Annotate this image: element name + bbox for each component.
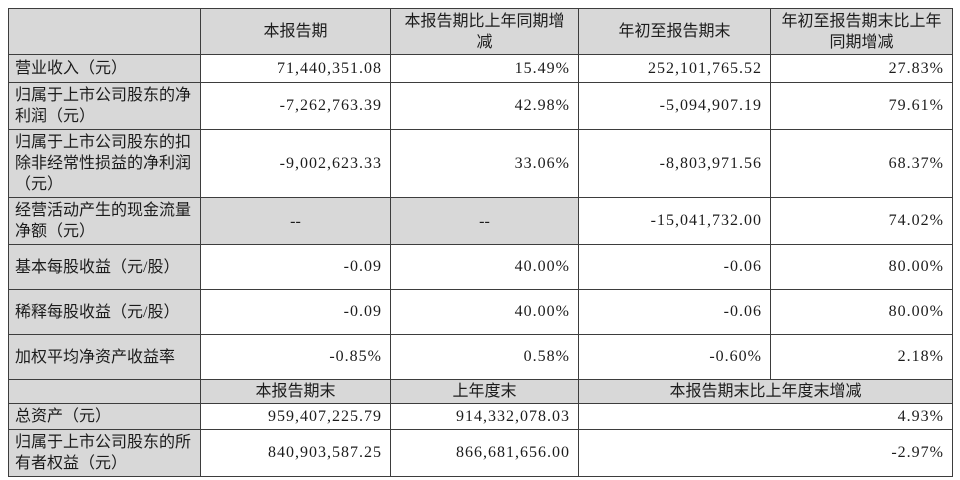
cell-value: 80.00% [770, 289, 953, 335]
cell-value: -2.97% [578, 429, 953, 477]
cell-value: 40.00% [390, 289, 579, 335]
cell-value: 866,681,656.00 [390, 429, 579, 477]
cell-value: 74.02% [770, 197, 953, 245]
table-row-net-profit: 归属于上市公司股东的净利润（元） -7,262,763.39 42.98% -5… [8, 82, 953, 130]
cell-value: -9,002,623.33 [200, 129, 391, 198]
subheader-row: 本报告期末 上年度末 本报告期末比上年度末增减 [8, 379, 953, 404]
header-row: 本报告期 本报告期比上年同期增减 年初至报告期末 年初至报告期末比上年同期增减 [8, 8, 953, 55]
cell-value: 79.61% [770, 82, 953, 130]
cell-value: 0.58% [390, 334, 579, 380]
row-label: 归属于上市公司股东的扣除非经常性损益的净利润（元） [8, 129, 201, 198]
cell-value: -0.09 [200, 289, 391, 335]
cell-value: 80.00% [770, 244, 953, 290]
cell-value: 27.83% [770, 54, 953, 83]
table-row-diluted-eps: 稀释每股收益（元/股） -0.09 40.00% -0.06 80.00% [8, 289, 953, 335]
cell-value: 71,440,351.08 [200, 54, 391, 83]
subheader-corner-cell [8, 379, 201, 404]
cell-value: -0.09 [200, 244, 391, 290]
col-header-ytd-yoy-change: 年初至报告期末比上年同期增减 [770, 8, 953, 55]
table-row-basic-eps: 基本每股收益（元/股） -0.09 40.00% -0.06 80.00% [8, 244, 953, 290]
cell-value: 33.06% [390, 129, 579, 198]
row-label: 归属于上市公司股东的净利润（元） [8, 82, 201, 130]
row-label: 加权平均净资产收益率 [8, 334, 201, 380]
row-label: 基本每股收益（元/股） [8, 244, 201, 290]
row-label: 经营活动产生的现金流量净额（元） [8, 197, 201, 245]
cell-value: -5,094,907.19 [578, 82, 771, 130]
cell-value: 4.93% [578, 403, 953, 430]
col-header-current-period-yoy-change: 本报告期比上年同期增减 [390, 8, 579, 55]
cell-value: 914,332,078.03 [390, 403, 579, 430]
table-row-net-profit-excl-nonrecurring: 归属于上市公司股东的扣除非经常性损益的净利润（元） -9,002,623.33 … [8, 129, 953, 198]
row-label: 稀释每股收益（元/股） [8, 289, 201, 335]
cell-value: 2.18% [770, 334, 953, 380]
cell-value: -0.60% [578, 334, 771, 380]
row-label: 归属于上市公司股东的所有者权益（元） [8, 429, 201, 477]
cell-value: 42.98% [390, 82, 579, 130]
row-label: 总资产（元） [8, 403, 201, 430]
cell-value-empty: -- [390, 197, 579, 245]
table-row-operating-cash-flow: 经营活动产生的现金流量净额（元） -- -- -15,041,732.00 74… [8, 197, 953, 245]
table-row-total-assets: 总资产（元） 959,407,225.79 914,332,078.03 4.9… [8, 403, 953, 430]
corner-cell [8, 8, 201, 55]
table-row-weighted-avg-roe: 加权平均净资产收益率 -0.85% 0.58% -0.60% 2.18% [8, 334, 953, 380]
col-header-ytd: 年初至报告期末 [578, 8, 771, 55]
cell-value-empty: -- [200, 197, 391, 245]
col-header-end-of-prior-year: 上年度末 [390, 379, 579, 404]
cell-value: -0.85% [200, 334, 391, 380]
col-header-current-period: 本报告期 [200, 8, 391, 55]
financial-summary-table: 本报告期 本报告期比上年同期增减 年初至报告期末 年初至报告期末比上年同期增减 … [8, 8, 953, 477]
table-row-owners-equity: 归属于上市公司股东的所有者权益（元） 840,903,587.25 866,68… [8, 429, 953, 477]
cell-value: -0.06 [578, 244, 771, 290]
cell-value: 959,407,225.79 [200, 403, 391, 430]
cell-value: -0.06 [578, 289, 771, 335]
table-row-revenue: 营业收入（元） 71,440,351.08 15.49% 252,101,765… [8, 54, 953, 83]
cell-value: 840,903,587.25 [200, 429, 391, 477]
cell-value: 252,101,765.52 [578, 54, 771, 83]
cell-value: 15.49% [390, 54, 579, 83]
cell-value: -7,262,763.39 [200, 82, 391, 130]
col-header-end-of-period: 本报告期末 [200, 379, 391, 404]
cell-value: 68.37% [770, 129, 953, 198]
cell-value: -15,041,732.00 [578, 197, 771, 245]
cell-value: -8,803,971.56 [578, 129, 771, 198]
cell-value: 40.00% [390, 244, 579, 290]
col-header-period-end-vs-prior-year-change: 本报告期末比上年度末增减 [578, 379, 953, 404]
row-label: 营业收入（元） [8, 54, 201, 83]
